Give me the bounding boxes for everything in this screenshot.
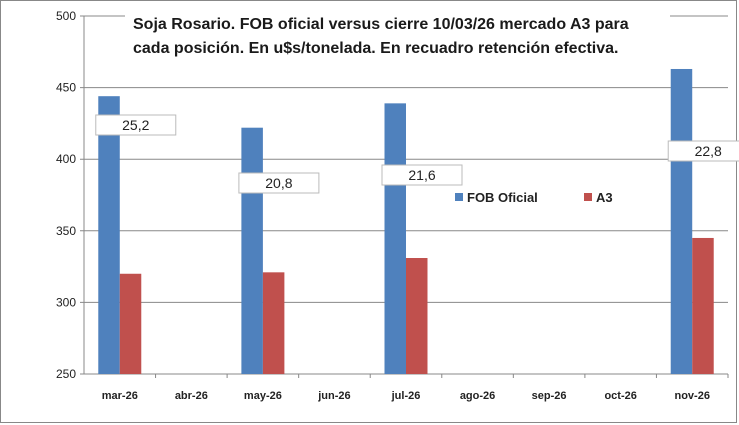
- legend-swatch: [584, 193, 592, 201]
- chart-title-line-2: cada posición. En u$s/tonelada. En recua…: [133, 40, 618, 57]
- x-tick-label: sep-26: [532, 390, 567, 402]
- x-tick-label: jul-26: [391, 390, 421, 402]
- x-tick-label: nov-26: [674, 390, 709, 402]
- title-background: [125, 6, 670, 64]
- chart-title-line-1: Soja Rosario. FOB oficial versus cierre …: [133, 16, 629, 33]
- retention-label: 20,8: [265, 175, 292, 191]
- x-tick-label: mar-26: [102, 390, 138, 402]
- legend-label: A3: [596, 190, 613, 205]
- legend-swatch: [455, 193, 463, 201]
- bar-a3: [262, 272, 285, 374]
- retention-label: 21,6: [408, 167, 435, 183]
- bar-a3: [119, 273, 142, 374]
- bar-fob-oficial: [384, 103, 406, 375]
- y-tick-label: 500: [56, 9, 76, 23]
- bar-fob-oficial: [98, 96, 120, 374]
- y-tick-label: 350: [56, 224, 76, 238]
- x-tick-label: abr-26: [175, 390, 208, 402]
- retention-label-box: [95, 114, 177, 136]
- bar-a3: [406, 258, 428, 374]
- x-tick-label: oct-26: [604, 390, 636, 402]
- retention-label-box: [667, 140, 739, 162]
- bar-fob-oficial: [670, 68, 693, 374]
- bar-a3: [692, 237, 714, 374]
- legend-label: FOB Oficial: [467, 190, 538, 205]
- y-tick-label: 450: [56, 81, 76, 95]
- bar-fob-oficial: [241, 127, 263, 374]
- retention-label-box: [381, 164, 463, 186]
- x-tick-label: jun-26: [317, 390, 350, 402]
- y-tick-label: 300: [56, 295, 76, 309]
- retention-label-box: [238, 172, 320, 194]
- x-tick-label: ago-26: [460, 390, 495, 402]
- y-tick-label: 250: [56, 367, 76, 381]
- legend: FOB Oficial A3: [455, 190, 613, 205]
- x-tick-label: may-26: [244, 390, 282, 402]
- retention-label: 22,8: [695, 143, 722, 159]
- retention-label: 25,2: [122, 117, 149, 133]
- y-tick-label: 400: [56, 152, 76, 166]
